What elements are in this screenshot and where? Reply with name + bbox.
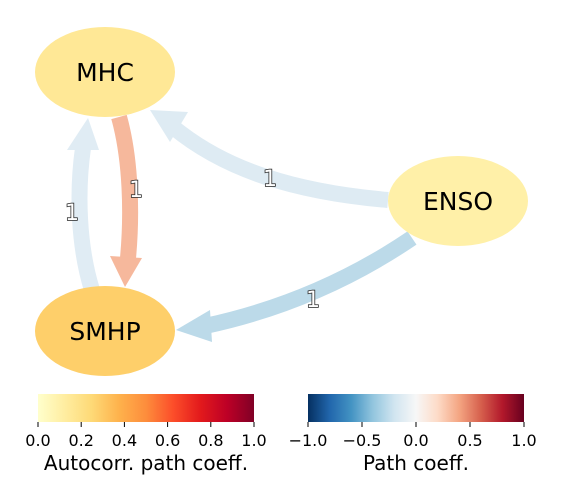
colorbar-autocorr: 0.0 0.2 0.4 0.6 0.8 1.0 Autocorr. path coeff. — [25, 394, 267, 475]
edge-smhp-to-mhc: 1 — [64, 118, 100, 293]
edge-smhp-to-mhc-label: 1 — [65, 201, 79, 226]
colorbar-autocorr-title: Autocorr. path coeff. — [44, 451, 248, 475]
node-smhp-label: SMHP — [69, 317, 140, 346]
edge-enso-to-mhc-label: 1 — [263, 167, 277, 192]
edge-enso-to-mhc-shaft — [167, 120, 389, 208]
colorbar-autocorr-tick-label: 0.4 — [112, 431, 137, 450]
colorbar-path-title: Path coeff. — [363, 451, 469, 475]
colorbar-autocorr-tick-label: 0.6 — [155, 431, 180, 450]
node-mhc-label: MHC — [76, 58, 134, 87]
colorbar-path: −1.0 −0.5 0.0 0.5 1.0 Path coeff. — [289, 394, 537, 475]
edges: 1 1 1 1 — [64, 110, 417, 342]
colorbar-path-tick-label: 1.0 — [511, 431, 536, 450]
colorbar-autocorr-tick-label: 0.0 — [25, 431, 50, 450]
node-enso: ENSO — [388, 156, 528, 246]
colorbar-autocorr-tick-label: 0.2 — [68, 431, 93, 450]
edge-mhc-to-smhp-label: 1 — [129, 178, 143, 203]
colorbar-autocorr-bar — [38, 394, 254, 422]
edge-enso-to-smhp-label: 1 — [306, 288, 320, 313]
colorbar-autocorr-tick-label: 1.0 — [241, 431, 266, 450]
colorbar-path-tick-label: −1.0 — [289, 431, 328, 450]
node-mhc: MHC — [35, 27, 175, 117]
node-enso-shape — [388, 156, 528, 246]
edge-enso-to-smhp-arrowhead — [176, 310, 212, 342]
node-enso-label: ENSO — [423, 187, 493, 216]
node-mhc-shape — [35, 27, 175, 117]
edge-smhp-to-mhc-shaft — [71, 146, 100, 293]
edge-smhp-to-mhc-arrowhead — [67, 118, 99, 150]
edge-enso-to-smhp-shaft — [203, 231, 417, 334]
colorbar-autocorr-ticks: 0.0 0.2 0.4 0.6 0.8 1.0 — [25, 422, 267, 450]
nodes: MHC ENSO SMHP — [35, 27, 528, 376]
colorbar-path-tick-label: −0.5 — [343, 431, 382, 450]
colorbar-path-ticks: −1.0 −0.5 0.0 0.5 1.0 — [289, 422, 537, 450]
colorbar-path-tick-label: 0.0 — [403, 431, 428, 450]
colorbar-autocorr-tick-label: 0.8 — [198, 431, 223, 450]
edge-enso-to-smhp: 1 — [176, 231, 417, 342]
colorbar-path-bar — [308, 394, 524, 422]
node-smhp-shape — [35, 286, 175, 376]
edge-enso-to-mhc-arrowhead — [150, 110, 188, 142]
edge-mhc-to-smhp-arrowhead — [110, 256, 142, 287]
edge-enso-to-mhc: 1 — [150, 110, 389, 208]
edge-mhc-to-smhp-shaft — [111, 114, 139, 259]
edge-mhc-to-smhp: 1 — [110, 114, 144, 287]
colorbar-path-tick-label: 0.5 — [457, 431, 482, 450]
node-smhp: SMHP — [35, 286, 175, 376]
